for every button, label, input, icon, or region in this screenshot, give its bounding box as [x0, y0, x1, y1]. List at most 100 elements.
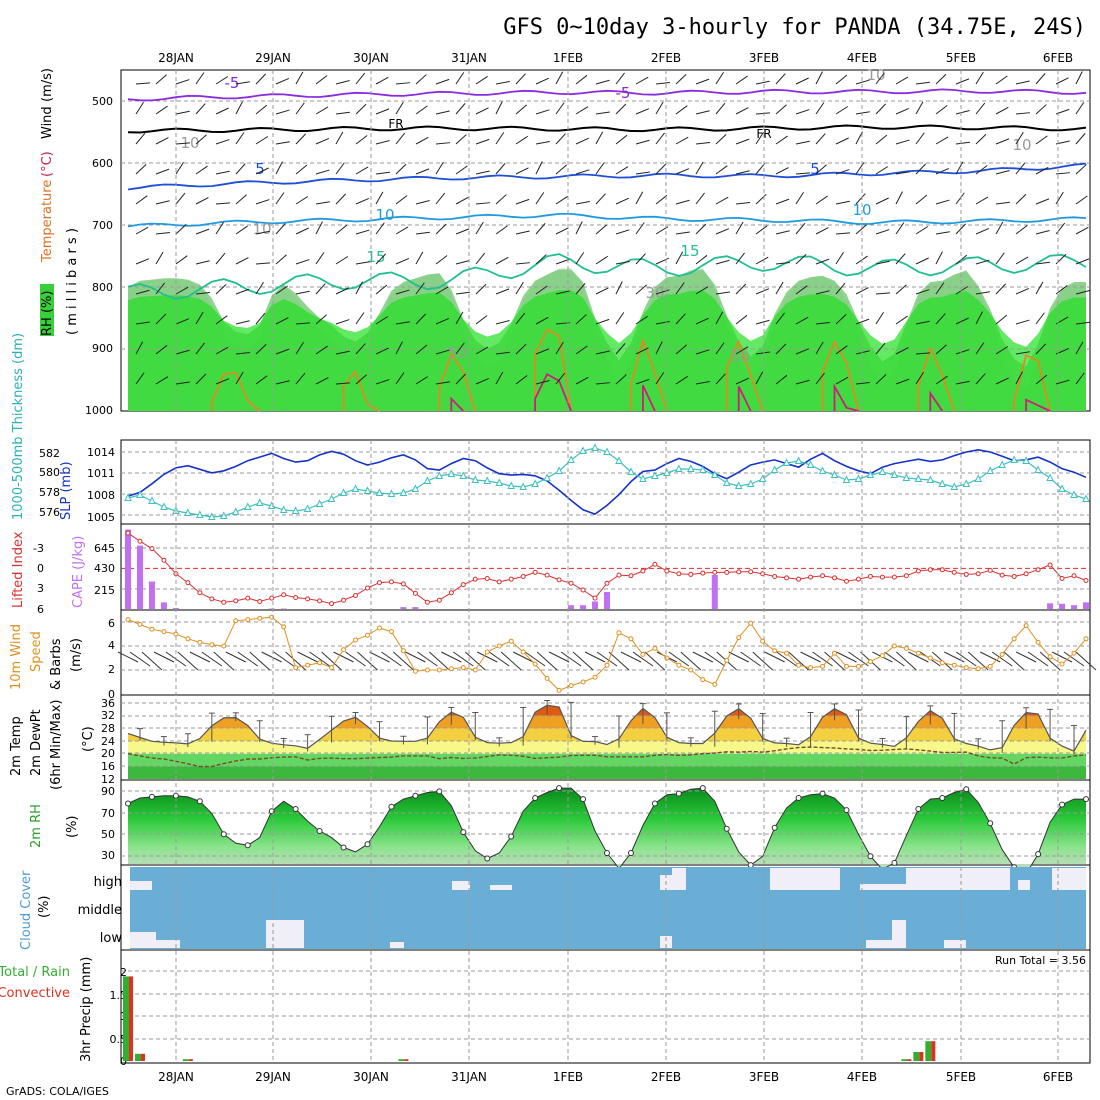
wind-barb [315, 137, 330, 145]
lifted-index-point [664, 568, 670, 574]
wind-barb [715, 134, 727, 145]
wind-barb [405, 651, 426, 663]
lifted-index-point [963, 571, 969, 577]
wind-barb [1075, 290, 1090, 295]
wind-barb [575, 221, 583, 235]
wind-barb [195, 72, 205, 85]
cape-bar [148, 581, 155, 609]
wind-barb [1015, 112, 1030, 115]
cloud-gap [266, 920, 304, 948]
wind-speed-point [424, 667, 430, 673]
wind-barb [915, 132, 925, 145]
thickness-point [974, 474, 983, 482]
wind-barb [536, 651, 558, 671]
wind-barb [1015, 80, 1030, 85]
wind-barb [835, 376, 849, 385]
wind-barb [775, 281, 784, 295]
wind-barb [135, 164, 147, 175]
wind-barb [575, 345, 588, 355]
wind-barb [415, 251, 424, 265]
wind-barb [875, 374, 887, 385]
wind-barb [935, 199, 950, 205]
rh-point [556, 785, 563, 792]
wind-speed-point [1023, 623, 1029, 629]
cape-tick: 430 [94, 562, 115, 575]
wind-speed-point [604, 662, 610, 668]
wind-barb [355, 229, 370, 235]
wind-barb [835, 345, 848, 355]
wind-barb [875, 134, 888, 145]
wind-barb [475, 202, 490, 205]
wind-barb [735, 75, 748, 85]
cloud-gap [490, 885, 512, 890]
wind-barb [335, 224, 348, 235]
wind-barb [555, 164, 567, 175]
lifted-index-point [820, 573, 826, 579]
wind-barb [935, 105, 948, 115]
wind-barb [1075, 651, 1097, 671]
wind-barb [740, 651, 761, 667]
wind-barb [435, 349, 450, 355]
rh-point [196, 798, 203, 805]
wind-barb [755, 112, 770, 115]
rh-point [915, 806, 922, 812]
wind-barb [575, 169, 590, 175]
lifted-index-point [688, 571, 694, 577]
wind-tick: 4 [108, 639, 115, 652]
li-tick: 0 [37, 562, 44, 575]
wind-barb [355, 166, 369, 175]
rh-tick: 90 [101, 785, 115, 798]
wind-barb [235, 163, 246, 175]
wind-barb [735, 170, 750, 175]
wind-barb [335, 162, 345, 175]
cape-bar [592, 601, 599, 609]
thickness-axis-label: 1000-500mb Thickness (dm) [11, 333, 26, 520]
wind-units-axis-label: (m/s) [69, 638, 84, 672]
precip-panel-ylabel: Total / Rain Convective 3hr Precip (mm) … [0, 954, 1086, 1068]
wind-barb [195, 291, 210, 295]
wind-barb [495, 256, 509, 265]
thickness-point [722, 478, 731, 486]
date-label: 28JAN [158, 51, 194, 65]
thickness-point [339, 488, 348, 496]
wind-barb [515, 262, 530, 265]
wind-barb [375, 347, 389, 355]
rh-point [771, 824, 778, 831]
wind-barb [995, 314, 1008, 325]
thickness-point [567, 455, 575, 463]
wind-barb [515, 135, 528, 145]
wind-barb [895, 76, 909, 85]
slp-axis-label: SLP (mb) [59, 461, 74, 520]
wind-barb [255, 312, 266, 325]
wind-barb [215, 202, 230, 205]
wind-barb [635, 347, 649, 355]
slp-tick: 1014 [87, 446, 115, 459]
wind-barb [475, 283, 487, 295]
wind-barb [595, 382, 610, 385]
minmax-axis-label: (6hr Min/Max) [49, 700, 64, 790]
rh-point [364, 841, 371, 848]
wind-barb [515, 343, 527, 355]
wind-barb [375, 76, 389, 85]
panel-frames [120, 69, 1091, 1064]
precip-total-label: Total / Rain [0, 965, 70, 980]
wind-barb [455, 165, 468, 175]
wind-barb [495, 371, 504, 385]
wind-speed-point [245, 617, 251, 623]
thickness-point [148, 496, 156, 504]
lifted-index-point [1071, 573, 1077, 579]
date-label: 31JAN [451, 51, 487, 65]
thickness-point [854, 474, 863, 482]
li-tick: 6 [37, 603, 44, 616]
thickness-point [327, 494, 336, 502]
wind-barb [455, 342, 465, 355]
lifted-index-point [580, 587, 586, 593]
wind-barb [855, 350, 870, 355]
wind-barb [415, 105, 428, 115]
wind-barb [355, 261, 370, 265]
contour-label: -5 [225, 74, 240, 92]
wind-barb [752, 651, 774, 671]
cloud-gap [660, 936, 672, 948]
